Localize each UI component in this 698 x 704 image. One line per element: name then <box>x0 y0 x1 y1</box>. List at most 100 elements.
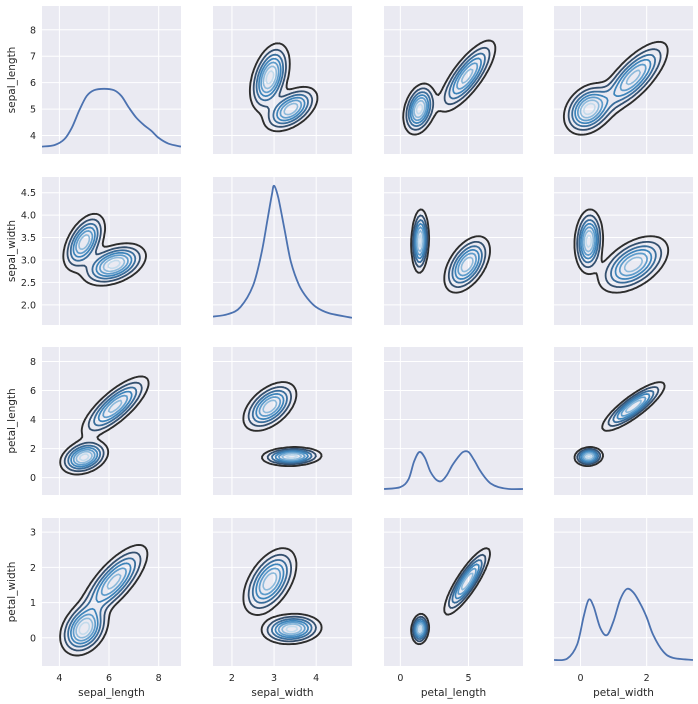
y-tick-label: 3 <box>30 528 36 539</box>
kde-line-sepal_width <box>213 184 352 319</box>
y-tick-label: 8 <box>30 357 36 368</box>
contour-level-4 <box>70 390 133 468</box>
kde-contours <box>573 208 670 294</box>
y-tick-label: 1 <box>30 598 36 609</box>
y-tick-label: 3.0 <box>21 255 36 266</box>
y-tick-label: 2.0 <box>21 300 36 311</box>
x-tick-label: 0 <box>577 673 583 684</box>
contour-level-1 <box>410 208 491 294</box>
contour-level-6 <box>579 69 641 119</box>
contour-level-1 <box>62 212 147 287</box>
contour-level-4 <box>72 226 133 277</box>
contour-level-2 <box>412 214 487 288</box>
panel-background <box>213 6 352 154</box>
x-axis-label-sepal_width: sepal_width <box>251 687 313 699</box>
contour-level-6 <box>583 399 642 461</box>
contour-level-2 <box>405 46 491 131</box>
contour-level-2 <box>66 218 141 283</box>
contour-level-7 <box>285 454 299 459</box>
kde-contours <box>573 381 666 468</box>
panel-background <box>42 6 181 154</box>
contour-level-5 <box>75 230 129 275</box>
contour-level-6 <box>413 68 474 119</box>
contour-level-5 <box>415 567 477 637</box>
y-axis-label-sepal_width: sepal_width <box>6 220 18 282</box>
kde-contours <box>242 381 323 468</box>
contour-level-4 <box>580 222 653 280</box>
contour-level-3 <box>578 219 657 284</box>
contour-level-6 <box>78 234 126 273</box>
contour-level-4 <box>70 562 132 645</box>
contour-level-1 <box>248 42 319 133</box>
contour-level-3 <box>251 559 313 640</box>
kde-line-petal_width <box>554 587 693 662</box>
contour-level-3 <box>251 389 313 464</box>
y-tick-label: 5 <box>30 105 36 116</box>
y-tick-label: 4 <box>30 415 36 426</box>
contour-level-7 <box>585 454 593 459</box>
contour-level-7 <box>78 453 90 462</box>
contour-level-1 <box>242 381 323 468</box>
x-tick-label: 2 <box>644 673 650 684</box>
contour-level-1 <box>573 208 670 294</box>
contour-level-1 <box>402 39 497 136</box>
contour-level-2 <box>63 551 142 652</box>
panel-sepal_width-vs-sepal_length <box>42 177 181 325</box>
contour-level-6 <box>262 65 299 116</box>
contour-level-7 <box>415 103 424 115</box>
panel-sepal_length-vs-sepal_length <box>42 6 181 154</box>
kde-contours <box>248 42 319 133</box>
kde-contours <box>410 547 491 646</box>
panel-background <box>42 177 181 325</box>
panel-petal_width-vs-sepal_width <box>213 518 352 666</box>
contour-level-5 <box>258 396 306 462</box>
contour-level-5 <box>72 394 129 466</box>
contour-level-7 <box>285 625 298 633</box>
contour-level-1 <box>59 543 149 657</box>
contour-level-5 <box>581 396 647 462</box>
panel-background <box>384 347 523 495</box>
contour-level-5 <box>260 61 303 119</box>
contour-level-2 <box>576 386 660 466</box>
x-axis-label-petal_length: petal_length <box>421 687 486 699</box>
y-tick-label: 2 <box>30 444 36 455</box>
contour-level-1 <box>573 381 666 468</box>
contour-level-4 <box>574 58 652 125</box>
contour-level-5 <box>576 63 647 122</box>
y-tick-label: 4.0 <box>21 211 36 222</box>
contour-level-3 <box>413 559 483 640</box>
contour-level-7 <box>265 70 275 85</box>
x-tick-label: 6 <box>106 673 112 684</box>
contour-level-4 <box>255 393 309 463</box>
contour-level-5 <box>258 567 306 637</box>
contour-level-1 <box>410 547 491 646</box>
y-tick-label: 7 <box>30 52 36 63</box>
contour-level-6 <box>416 572 474 635</box>
contour-level-6 <box>583 230 643 273</box>
contour-level-3 <box>407 52 486 127</box>
contour-level-6 <box>75 573 122 639</box>
contour-level-1 <box>242 547 323 646</box>
contour-level-7 <box>107 259 121 270</box>
contour-level-1 <box>59 375 150 476</box>
contour-level-6 <box>262 572 303 635</box>
panel-sepal_width-vs-sepal_width <box>213 177 352 325</box>
kde-contours <box>562 40 669 136</box>
contour-level-7 <box>583 102 596 116</box>
y-tick-label: 6 <box>30 78 36 89</box>
y-tick-label: 8 <box>30 25 36 36</box>
y-axis-label-petal_width: petal_width <box>6 562 18 623</box>
contour-level-4 <box>255 563 309 639</box>
contour-level-6 <box>75 399 123 464</box>
kde-contours <box>242 547 323 646</box>
y-axis-label-sepal_length: sepal_length <box>6 47 18 114</box>
panel-petal_width-vs-petal_width <box>554 518 693 666</box>
x-tick-label: 4 <box>313 673 319 684</box>
panel-sepal_width-vs-petal_width <box>554 177 693 325</box>
contour-level-3 <box>67 557 136 648</box>
panel-sepal_length-vs-petal_length <box>384 6 523 154</box>
x-tick-label: 8 <box>156 673 162 684</box>
panel-petal_width-vs-sepal_length <box>42 518 181 666</box>
contour-level-3 <box>69 222 137 280</box>
